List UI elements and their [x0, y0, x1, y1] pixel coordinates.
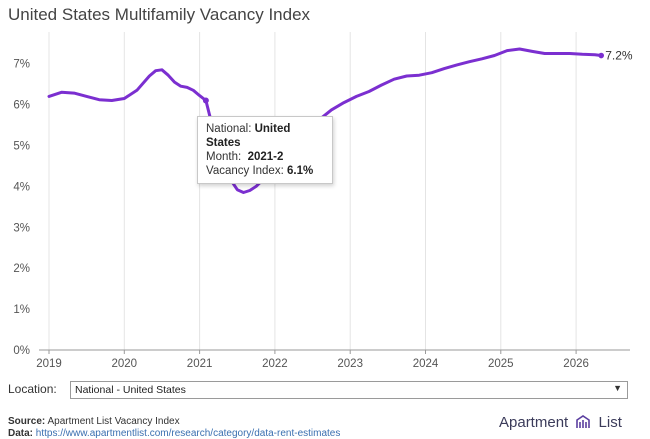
- y-tick-label: 4%: [13, 181, 30, 193]
- y-tick-label: 2%: [13, 263, 30, 275]
- y-tick-label: 0%: [13, 345, 30, 357]
- data-label: Data:: [8, 428, 34, 439]
- tooltip-national-label: National:: [206, 123, 252, 135]
- tooltip-national-value: United States: [206, 123, 291, 149]
- x-tick-label: 2020: [112, 358, 138, 370]
- chart-grid: [48, 32, 577, 350]
- hovered-data-point: [202, 97, 209, 104]
- apartment-list-logo: Apartment List: [499, 414, 622, 431]
- y-tick-label: 1%: [13, 304, 30, 316]
- y-tick-label: 3%: [13, 222, 30, 234]
- chart-series: 7.2%: [47, 47, 633, 194]
- logo-text-left: Apartment: [499, 414, 569, 431]
- chart-tooltip: National: United States Month: 2021-2 Va…: [197, 116, 333, 184]
- data-link[interactable]: https://www.apartmentlist.com/research/c…: [35, 428, 341, 439]
- vacancy-chart: 2019 2020 2021 2022 2023 2024 2025 2026 0% 1% 2% 3%…: [13, 32, 633, 370]
- dropdown-arrow-icon: ▼: [613, 383, 622, 393]
- apartment-list-logo-icon: [576, 415, 591, 428]
- source-label: Source:: [8, 416, 46, 427]
- tooltip-month-value: 2021-2: [247, 151, 284, 163]
- series-end-label: 7.2%: [605, 49, 633, 63]
- tooltip-vacancy-label: Vacancy Index:: [206, 165, 284, 177]
- tooltip-vacancy-value: 6.1%: [286, 165, 314, 177]
- x-tick-label: 2025: [488, 358, 514, 370]
- data-line: Data: https://www.apartmentlist.com/rese…: [8, 428, 340, 439]
- y-tick-label: 7%: [13, 59, 30, 71]
- location-select[interactable]: National - United States ▼: [70, 381, 628, 399]
- location-label: Location:: [8, 382, 57, 396]
- chart-tick-labels: 2019 2020 2021 2022 2023 2024 2025 2026 0% 1% 2% 3%…: [13, 59, 589, 370]
- x-tick-label: 2024: [413, 358, 439, 370]
- chart-axes: [39, 349, 630, 354]
- x-tick-label: 2019: [36, 358, 62, 370]
- source-line: Source: Apartment List Vacancy Index: [8, 416, 180, 427]
- y-tick-label: 6%: [13, 100, 30, 112]
- x-tick-label: 2023: [337, 358, 363, 370]
- series-end-point: [598, 52, 604, 59]
- x-tick-label: 2021: [187, 358, 213, 370]
- x-tick-label: 2026: [563, 358, 589, 370]
- location-selected-value: National - United States: [75, 384, 186, 396]
- logo-text-right: List: [598, 414, 622, 431]
- source-text: Apartment List Vacancy Index: [47, 416, 180, 427]
- tooltip-month-label: Month:: [206, 151, 242, 163]
- x-tick-label: 2022: [262, 358, 288, 370]
- y-tick-label: 5%: [13, 141, 30, 153]
- chart-title: United States Multifamily Vacancy Index: [8, 5, 311, 24]
